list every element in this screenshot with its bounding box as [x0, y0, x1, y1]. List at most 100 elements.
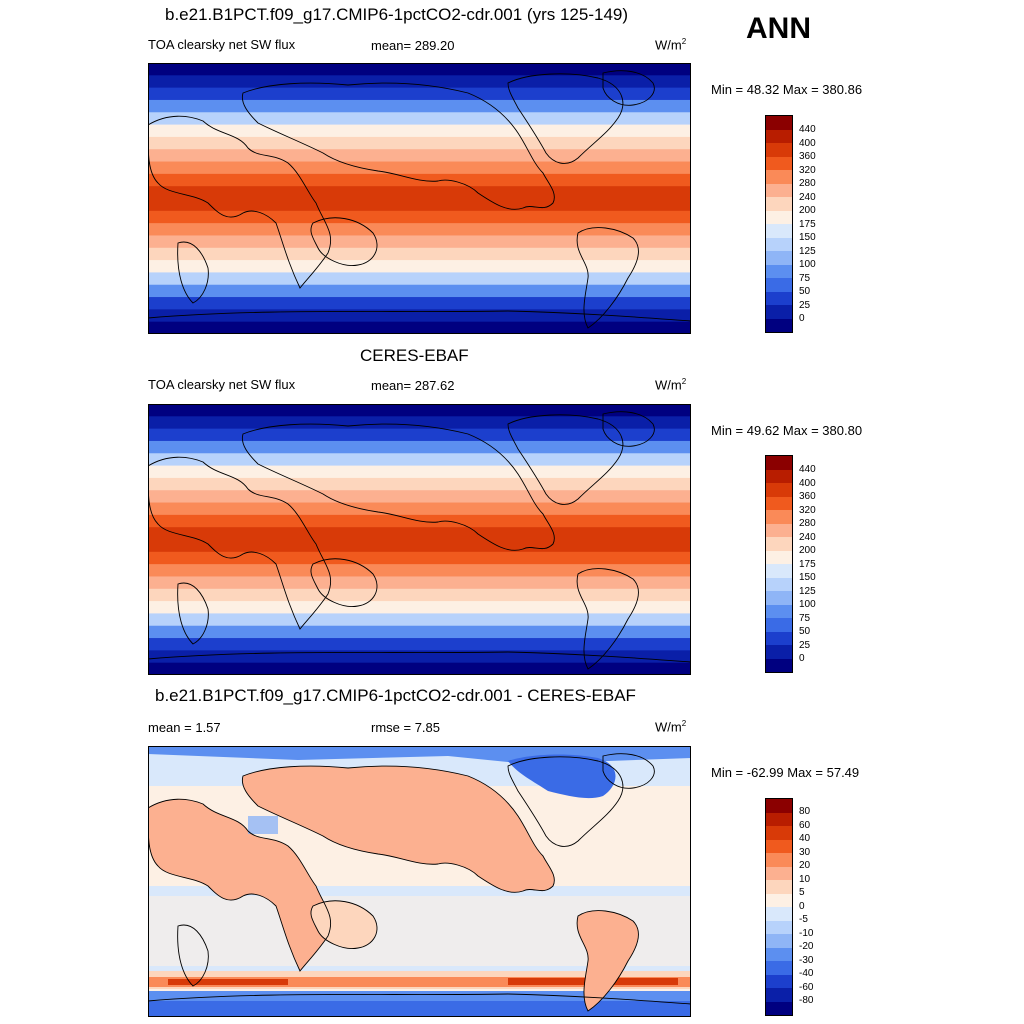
lat-band	[148, 539, 691, 553]
colorbar-segment	[766, 456, 792, 470]
panel1-title: b.e21.B1PCT.f09_g17.CMIP6-1pctCO2-cdr.00…	[165, 5, 629, 24]
panel1-minmax: Min = 48.32 Max = 380.86	[711, 82, 863, 97]
lat-band	[148, 75, 691, 89]
panel3-cbar-label: -40	[799, 968, 814, 979]
panel1-cbar-label: 400	[799, 137, 816, 149]
lat-band	[148, 272, 691, 286]
panel3-cbar-label: 30	[799, 846, 811, 858]
panel3-cbar-label: -5	[799, 914, 808, 925]
panel3-cbar-label: -80	[799, 995, 814, 1006]
lat-band	[148, 638, 691, 651]
panel2-title: CERES-EBAF	[360, 346, 469, 365]
lat-band	[148, 297, 691, 310]
panel2-colorbar	[765, 455, 793, 673]
lat-band	[148, 186, 691, 199]
lat-band	[148, 87, 691, 101]
panel2-cbar-label: 25	[799, 639, 811, 651]
lat-band	[148, 210, 691, 224]
panel2-cbar-label: 240	[799, 531, 816, 543]
panel1-cbar-label: 240	[799, 191, 816, 203]
lat-band	[148, 564, 691, 577]
lat-band	[148, 551, 691, 565]
panel3-cbar-label: 80	[799, 806, 811, 817]
panel1-cbar-label: 25	[799, 299, 811, 311]
colorbar-segment	[766, 880, 792, 894]
panel3-colorbar-segments	[766, 799, 792, 1015]
panel1-cbar-label: 100	[799, 259, 816, 270]
panel1-cbar-label: 125	[799, 245, 816, 257]
lat-band	[148, 428, 691, 442]
panel3-title: b.e21.B1PCT.f09_g17.CMIP6-1pctCO2-cdr.00…	[155, 686, 636, 705]
panel1-cbar-label: 0	[799, 313, 805, 324]
lat-band	[148, 662, 691, 675]
colorbar-segment	[766, 907, 792, 921]
season-label: ANN	[746, 12, 811, 45]
panel3-cbar-label: -10	[799, 927, 814, 939]
colorbar-segment	[766, 853, 792, 867]
panel1-cbar-label: 360	[799, 151, 816, 162]
panel1-colorbar	[765, 115, 793, 333]
panel2-cbar-label: 175	[799, 558, 816, 570]
colorbar-segment	[766, 510, 792, 524]
colorbar-segment	[766, 866, 792, 880]
panel3-coastlines	[148, 753, 691, 1012]
lat-band	[148, 260, 691, 273]
panel2-units: W/m2	[655, 377, 687, 393]
colorbar-segment	[766, 591, 792, 605]
lat-band	[148, 235, 691, 249]
panel2-cbar-label: 0	[799, 653, 805, 664]
panel1-cbar-label: 50	[799, 286, 811, 297]
colorbar-segment	[766, 197, 792, 211]
panel2-mean: mean= 287.62	[371, 378, 455, 393]
lat-band	[148, 527, 691, 540]
colorbar-segment	[766, 974, 792, 988]
panel2-cbar-label: 75	[799, 612, 811, 624]
panel1-cbar-label: 200	[799, 205, 816, 216]
colorbar-segment	[766, 116, 792, 130]
panel3-cbar-label: -60	[799, 981, 814, 993]
colorbar-segment	[766, 577, 792, 591]
lat-band	[148, 99, 691, 113]
panel2-cbar-label: 320	[799, 504, 816, 516]
panel2-cbar-label: 280	[799, 518, 816, 529]
lat-band	[148, 625, 691, 639]
colorbar-segment	[766, 564, 792, 578]
lat-band	[148, 321, 691, 334]
panel2-bands	[148, 404, 691, 675]
colorbar-segment	[766, 920, 792, 934]
panel2-cbar-label: 400	[799, 477, 816, 489]
lat-band	[148, 465, 691, 479]
lat-band	[148, 223, 691, 236]
colorbar-segment	[766, 618, 792, 632]
panel1-mean: mean= 289.20	[371, 38, 455, 53]
lat-band	[148, 601, 691, 614]
panel2-cbar-label: 100	[799, 599, 816, 610]
colorbar-segment	[766, 799, 792, 813]
colorbar-segment	[766, 537, 792, 551]
panel3-colorbar	[765, 798, 793, 1016]
colorbar-segment	[766, 631, 792, 645]
colorbar-segment	[766, 812, 792, 826]
colorbar-segment	[766, 143, 792, 157]
colorbar-segment	[766, 264, 792, 278]
panel3-cbar-label: 20	[799, 860, 811, 871]
panel1-cbar-label: 320	[799, 164, 816, 176]
lat-band	[148, 247, 691, 261]
lat-band	[148, 112, 691, 126]
panel1-cbar-label: 440	[799, 124, 816, 135]
colorbar-segment	[766, 893, 792, 907]
colorbar-segment	[766, 210, 792, 224]
colorbar-segment	[766, 839, 792, 853]
panel3-mean: mean = 1.57	[148, 720, 221, 735]
panel3-rmse: rmse = 7.85	[371, 720, 441, 735]
panel1-cbar-label: 175	[799, 218, 816, 230]
colorbar-segment	[766, 658, 792, 672]
lat-band	[148, 576, 691, 590]
colorbar-segment	[766, 129, 792, 143]
panel1-bands	[148, 63, 691, 334]
panel1-cbar-label: 75	[799, 272, 811, 284]
colorbar-segment	[766, 305, 792, 319]
lat-band	[148, 161, 691, 175]
lat-band	[148, 136, 691, 150]
colorbar-segment	[766, 988, 792, 1002]
